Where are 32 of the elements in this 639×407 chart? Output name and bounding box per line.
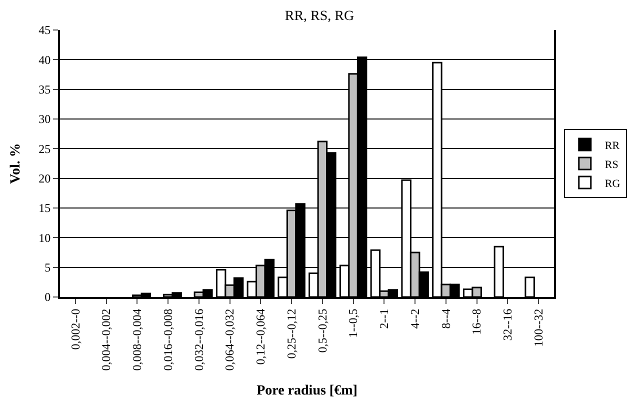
- y-tick-label: 30: [38, 112, 51, 126]
- y-tick-label: 40: [38, 52, 51, 67]
- y-axis-title: Vol. %: [8, 143, 24, 184]
- y-tick-label: 45: [38, 23, 51, 38]
- y-tick-label: 10: [38, 230, 51, 245]
- y-tick-label: 35: [38, 82, 51, 97]
- x-tick-label: 0,25--0,12: [284, 308, 298, 359]
- y-tick-label: 20: [38, 172, 51, 186]
- x-tick-label: 0,5--0,25: [315, 308, 330, 353]
- x-tick-label: 0,002--0: [68, 308, 82, 350]
- x-tick-label: 4--2: [408, 308, 422, 329]
- x-tick-label: 0,064--0,032: [222, 308, 237, 371]
- x-tick-label: 2--1: [377, 308, 392, 329]
- y-tick-label: 15: [38, 201, 51, 216]
- x-tick-label: 16--8: [470, 308, 484, 335]
- y-tick-label: 5: [44, 260, 51, 275]
- x-tick-label: 32--16: [500, 308, 515, 341]
- x-tick-label: 0,12--0,064: [254, 308, 268, 365]
- legend-label: RR: [604, 140, 620, 152]
- x-tick-label: 1--0,5: [346, 308, 360, 338]
- y-tick-label: 25: [38, 142, 51, 156]
- x-tick-label: 0,032--0,016: [192, 308, 206, 371]
- legend-label: RS: [604, 158, 618, 171]
- chart-title: RR, RS, RG: [284, 8, 354, 24]
- x-tick-label: 0,004--0,002: [99, 308, 114, 371]
- y-tick-label: 0: [44, 290, 51, 304]
- x-axis-title: Pore radius [€m]: [256, 384, 358, 399]
- x-tick-label: 100--32: [531, 308, 546, 347]
- x-tick-label: 0,016--0,008: [160, 308, 175, 371]
- x-tick-label: 8--4: [438, 308, 453, 329]
- x-tick-label: 0,008--0,004: [130, 308, 144, 371]
- legend-label: RG: [604, 178, 620, 190]
